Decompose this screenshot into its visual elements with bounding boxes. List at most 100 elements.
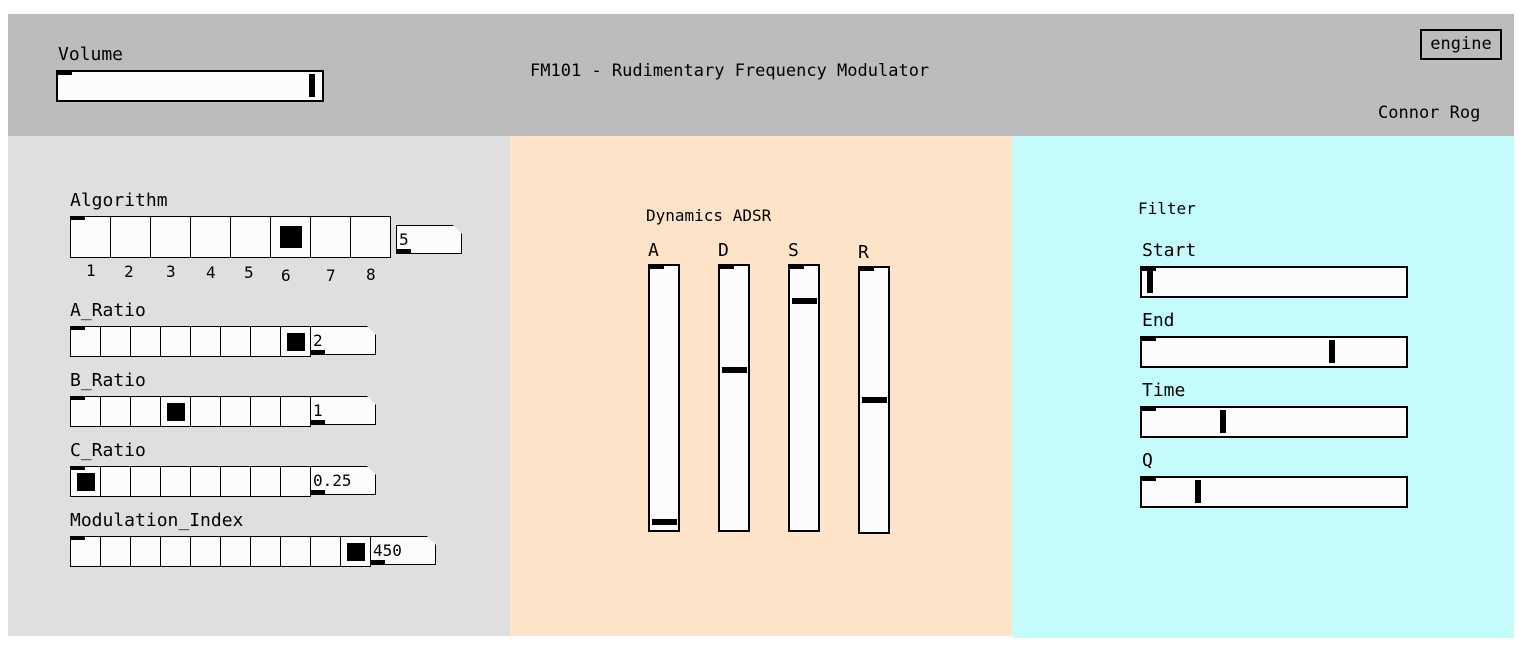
filter-end-knob[interactable] <box>1329 340 1336 363</box>
radio-cell[interactable] <box>271 217 311 257</box>
attack-slider[interactable] <box>648 264 680 532</box>
modulation-index-number-box[interactable]: 450 <box>370 536 436 565</box>
radio-cell[interactable] <box>101 397 131 426</box>
radio-cell[interactable] <box>311 217 351 257</box>
radio-cell[interactable] <box>131 537 161 566</box>
adsr-panel <box>510 136 1012 636</box>
filter-q-label: Q <box>1142 450 1153 471</box>
radio-cell[interactable] <box>101 537 131 566</box>
radio-cell[interactable] <box>341 537 371 566</box>
filter-time-slider[interactable] <box>1140 406 1408 438</box>
radio-cell[interactable] <box>191 327 221 356</box>
radio-cell[interactable] <box>131 397 161 426</box>
attack-slider-knob[interactable] <box>652 519 677 526</box>
radio-cell[interactable] <box>131 327 161 356</box>
volume-slider[interactable] <box>56 70 324 102</box>
sustain-slider-knob[interactable] <box>792 298 817 305</box>
radio-cell[interactable] <box>101 327 131 356</box>
radio-cell[interactable] <box>151 217 191 257</box>
sustain-slider[interactable] <box>788 264 820 532</box>
volume-slider-knob[interactable] <box>308 74 315 97</box>
radio-cell[interactable] <box>231 217 271 257</box>
radio-cell[interactable] <box>221 537 251 566</box>
radio-selected-dot <box>279 226 302 248</box>
c-ratio-number-box[interactable]: 0.25 <box>310 466 376 495</box>
radio-cell[interactable] <box>191 217 231 257</box>
radio-cell[interactable] <box>281 397 311 426</box>
filter-time-label: Time <box>1142 380 1186 401</box>
filter-start-label: Start <box>1142 240 1197 261</box>
filter-start-knob[interactable] <box>1146 270 1153 293</box>
b-ratio-number-box[interactable]: 1 <box>310 396 376 425</box>
filter-title: Filter <box>1138 199 1196 218</box>
algorithm-tick-3: 3 <box>166 262 176 281</box>
radio-cell[interactable] <box>191 467 221 496</box>
radio-cell[interactable] <box>251 327 281 356</box>
radio-cell[interactable] <box>71 467 101 496</box>
release-slider[interactable] <box>858 266 890 534</box>
modulation-index-value: 450 <box>373 541 402 560</box>
radio-cell[interactable] <box>161 537 191 566</box>
a-ratio-label: A_Ratio <box>70 300 146 321</box>
slider-corner-mark <box>1142 478 1156 481</box>
filter-q-knob[interactable] <box>1194 480 1201 503</box>
radio-cell[interactable] <box>191 537 221 566</box>
a-ratio-radio[interactable] <box>70 326 311 357</box>
radio-cell[interactable] <box>251 537 281 566</box>
b-ratio-label: B_Ratio <box>70 370 146 391</box>
radio-selected-dot <box>286 332 305 351</box>
radio-selected-dot <box>76 472 95 491</box>
release-slider-knob[interactable] <box>862 397 887 403</box>
radio-cell[interactable] <box>221 397 251 426</box>
c-ratio-radio[interactable] <box>70 466 311 497</box>
radio-cell[interactable] <box>71 217 111 257</box>
modulation-index-radio[interactable] <box>70 536 371 567</box>
engine-button[interactable]: engine <box>1420 29 1502 60</box>
decay-slider[interactable] <box>718 264 750 532</box>
filter-time-knob[interactable] <box>1220 410 1227 433</box>
radio-cell[interactable] <box>281 537 311 566</box>
radio-cell[interactable] <box>71 397 101 426</box>
algorithm-value: 5 <box>399 230 409 249</box>
slider-corner-mark <box>58 72 72 75</box>
radio-cell[interactable] <box>111 217 151 257</box>
decay-slider-knob[interactable] <box>722 367 747 374</box>
radio-cell[interactable] <box>281 327 311 356</box>
radio-corner-mark <box>71 537 85 540</box>
radio-cell[interactable] <box>281 467 311 496</box>
algorithm-tick-1: 1 <box>86 261 96 280</box>
algorithm-radio[interactable] <box>70 216 391 258</box>
radio-cell[interactable] <box>71 537 101 566</box>
adsr-d-label: D <box>718 240 729 261</box>
slider-corner-mark <box>650 266 664 269</box>
filter-start-slider[interactable] <box>1140 266 1408 298</box>
slider-corner-mark <box>1142 338 1156 341</box>
filter-end-slider[interactable] <box>1140 336 1408 368</box>
radio-cell[interactable] <box>351 217 391 257</box>
radio-cell[interactable] <box>101 467 131 496</box>
slider-corner-mark <box>860 268 874 271</box>
radio-cell[interactable] <box>251 467 281 496</box>
author-label: Connor Rog <box>1378 103 1481 123</box>
adsr-s-label: S <box>788 240 799 261</box>
a-ratio-number-box[interactable]: 2 <box>310 326 376 355</box>
radio-cell[interactable] <box>161 397 191 426</box>
number-box-marker <box>397 249 411 253</box>
algorithm-number-box[interactable]: 5 <box>396 225 462 254</box>
radio-corner-mark <box>71 217 85 220</box>
radio-cell[interactable] <box>221 467 251 496</box>
radio-cell[interactable] <box>311 537 341 566</box>
filter-panel <box>1012 136 1514 638</box>
algorithm-tick-7: 7 <box>326 266 336 285</box>
algorithm-tick-8: 8 <box>366 265 376 284</box>
radio-cell[interactable] <box>191 397 221 426</box>
radio-cell[interactable] <box>161 467 191 496</box>
radio-cell[interactable] <box>251 397 281 426</box>
radio-cell[interactable] <box>221 327 251 356</box>
b-ratio-radio[interactable] <box>70 396 311 427</box>
radio-cell[interactable] <box>71 327 101 356</box>
filter-end-label: End <box>1142 310 1175 331</box>
filter-q-slider[interactable] <box>1140 476 1408 508</box>
radio-cell[interactable] <box>161 327 191 356</box>
radio-cell[interactable] <box>131 467 161 496</box>
